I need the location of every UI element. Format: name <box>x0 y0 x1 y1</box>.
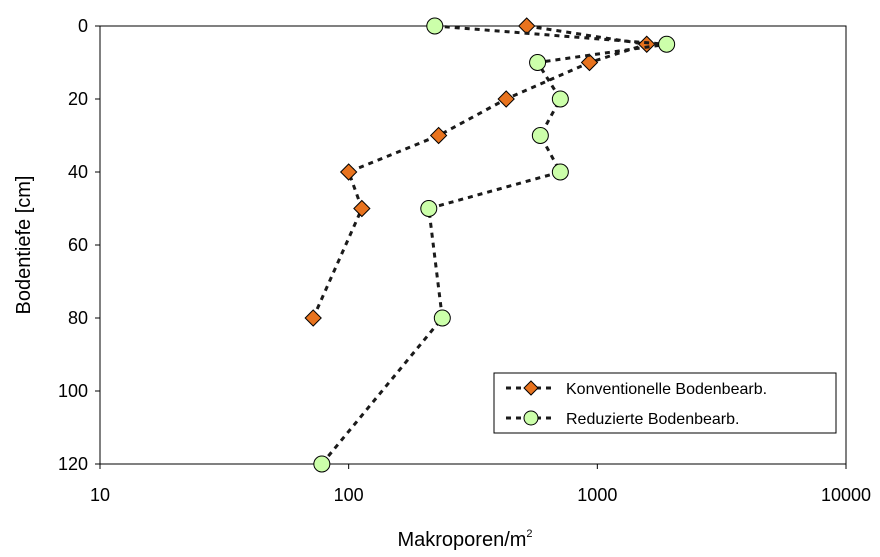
circle-marker <box>552 91 568 107</box>
circle-marker <box>427 18 443 34</box>
diamond-marker <box>581 55 597 71</box>
x-tick-label: 1000 <box>577 485 617 505</box>
x-axis-ticks: 10 100 1000 10000 <box>90 464 871 505</box>
x-axis-label: Makroporen/m2 <box>397 528 532 551</box>
circle-marker <box>532 128 548 144</box>
y-tick-label: 20 <box>68 89 88 109</box>
circle-marker <box>552 164 568 180</box>
y-tick-label: 40 <box>68 162 88 182</box>
y-tick-label: 100 <box>58 381 88 401</box>
y-axis-label: Bodentiefe [cm] <box>13 176 35 315</box>
circle-marker <box>434 310 450 326</box>
x-axis-label-superscript: 2 <box>526 528 532 540</box>
x-axis-label-text: Makroporen/m <box>397 529 526 551</box>
diamond-marker <box>354 201 370 217</box>
y-tick-label: 60 <box>68 235 88 255</box>
series-1 <box>305 18 655 326</box>
legend: Konventionelle Bodenbearb. Reduzierte Bod… <box>494 373 836 433</box>
x-tick-label: 10 <box>90 485 110 505</box>
diamond-marker <box>498 91 514 107</box>
circle-marker <box>530 55 546 71</box>
circle-marker <box>421 201 437 217</box>
circle-marker <box>659 36 675 52</box>
diamond-marker <box>431 128 447 144</box>
diamond-marker <box>305 310 321 326</box>
diamond-marker <box>639 36 655 52</box>
x-tick-label: 100 <box>334 485 364 505</box>
legend-label: Reduzierte Bodenbearb. <box>566 411 739 428</box>
y-tick-label: 0 <box>78 16 88 36</box>
diamond-marker <box>341 164 357 180</box>
y-tick-label: 120 <box>58 454 88 474</box>
series-line <box>313 26 647 318</box>
legend-circle-marker <box>524 411 538 425</box>
x-tick-label: 10000 <box>821 485 871 505</box>
circle-marker <box>314 456 330 472</box>
y-axis-ticks: 0 20 40 60 80 100 120 <box>58 16 100 474</box>
y-tick-label: 80 <box>68 308 88 328</box>
legend-label: Konventionelle Bodenbearb. <box>566 381 767 398</box>
diamond-marker <box>519 18 535 34</box>
